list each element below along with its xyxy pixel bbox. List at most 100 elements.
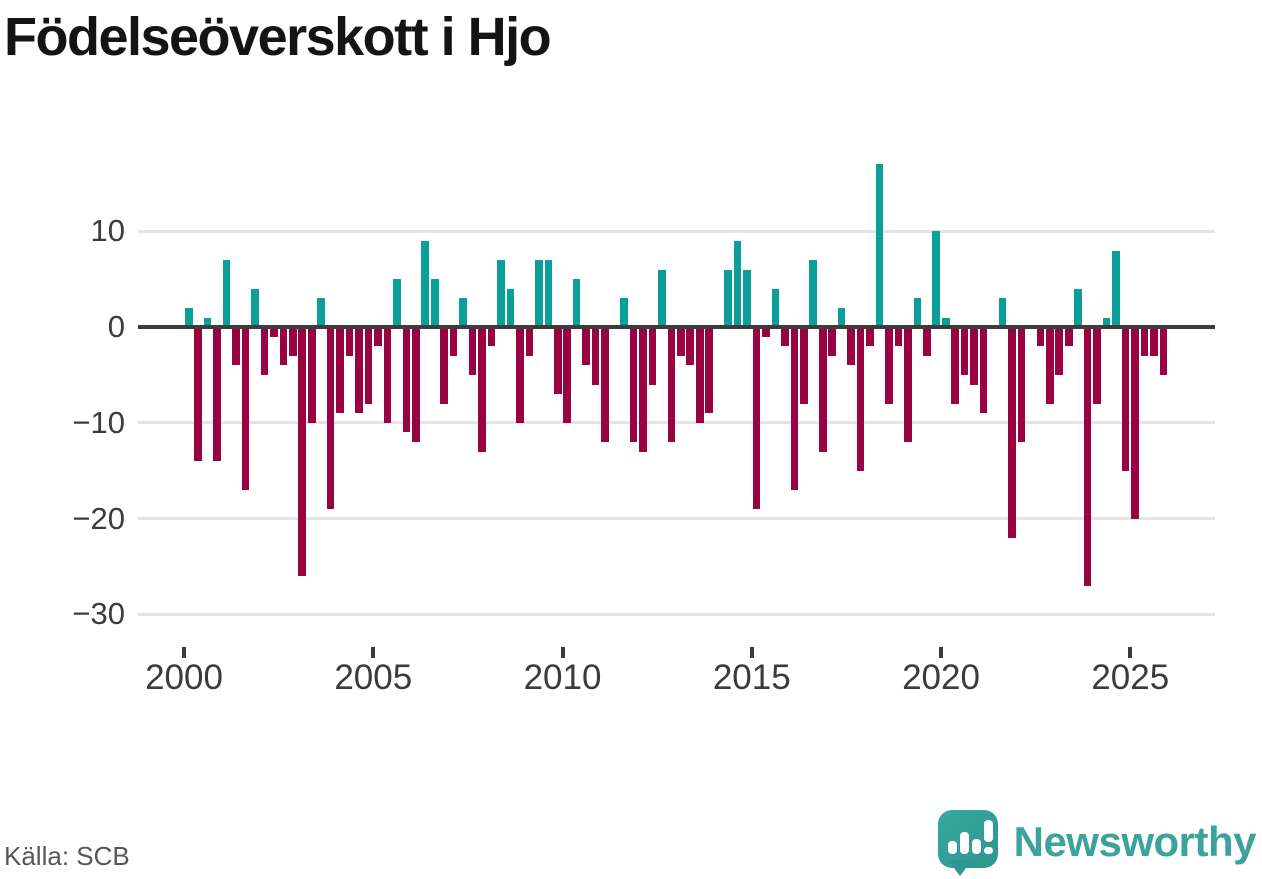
bar-2019-q3 bbox=[923, 327, 931, 356]
bar-2021-q3 bbox=[998, 298, 1007, 328]
bar-2009-q4 bbox=[553, 327, 562, 395]
bar-2023-q3 bbox=[1074, 288, 1083, 328]
newsworthy-logo-icon bbox=[937, 808, 1000, 876]
bar-2019-q1 bbox=[904, 327, 912, 443]
gridline-y--20 bbox=[138, 517, 1215, 521]
bar-2024-q4 bbox=[1121, 327, 1130, 471]
chart-title: Födelseöverskott i Hjo bbox=[4, 7, 552, 67]
bar-2023-q2 bbox=[1064, 327, 1073, 347]
chart-plot-area bbox=[138, 150, 1215, 645]
y-tick-label--20: −20 bbox=[72, 500, 125, 536]
bar-2019-q4 bbox=[932, 231, 941, 328]
bar-2001-q2 bbox=[232, 327, 240, 366]
bar-2020-q2 bbox=[951, 327, 959, 404]
bar-2000-q1 bbox=[184, 307, 193, 328]
bar-2003-q1 bbox=[298, 327, 307, 577]
bar-2023-q1 bbox=[1055, 327, 1064, 375]
exclamation-dot-icon bbox=[983, 847, 993, 854]
source-label: Källa: SCB bbox=[4, 841, 130, 871]
bar-2015-q3 bbox=[771, 288, 780, 328]
x-tick-2005 bbox=[371, 647, 376, 658]
bar-2025-q2 bbox=[1140, 327, 1149, 356]
bar-2004-q3 bbox=[355, 327, 363, 414]
newsworthy-wordmark: Newsworthy bbox=[1013, 818, 1257, 865]
speech-bubble-tail bbox=[947, 860, 972, 876]
bar-2002-q3 bbox=[279, 327, 288, 366]
bar-2002-q1 bbox=[260, 327, 269, 375]
bar-2010-q1 bbox=[563, 327, 572, 423]
x-tick-label-2005: 2005 bbox=[334, 658, 413, 697]
x-tick-2015 bbox=[749, 647, 754, 658]
bar-2009-q2 bbox=[535, 260, 543, 328]
bar-chart-icon-bar bbox=[959, 832, 969, 854]
bar-2018-q3 bbox=[885, 327, 893, 404]
bar-2024-q3 bbox=[1112, 250, 1120, 328]
bar-2008-q2 bbox=[497, 260, 505, 328]
bar-2015-q1 bbox=[752, 327, 761, 510]
bar-2012-q1 bbox=[639, 327, 647, 452]
bar-2013-q3 bbox=[695, 327, 704, 423]
bar-2015-q4 bbox=[781, 327, 789, 347]
bar-2001-q4 bbox=[251, 288, 259, 328]
bar-2006-q4 bbox=[440, 327, 449, 404]
bar-2007-q1 bbox=[449, 327, 458, 356]
exclamation-icon bbox=[983, 820, 993, 842]
bar-2020-q3 bbox=[960, 327, 969, 375]
bar-2001-q1 bbox=[222, 260, 231, 328]
bar-2000-q2 bbox=[194, 327, 202, 462]
bar-2005-q4 bbox=[402, 327, 411, 433]
bar-2016-q2 bbox=[800, 327, 808, 404]
bar-2010-q2 bbox=[572, 279, 581, 328]
x-tick-label-2015: 2015 bbox=[712, 658, 791, 697]
bar-2024-q2 bbox=[1102, 317, 1111, 328]
gridline-y--30 bbox=[138, 612, 1215, 616]
bar-2010-q3 bbox=[582, 327, 590, 366]
x-tick-label-2020: 2020 bbox=[902, 658, 980, 697]
bar-2016-q4 bbox=[818, 327, 827, 452]
bar-2018-q1 bbox=[866, 327, 874, 347]
x-tick-label-2025: 2025 bbox=[1091, 658, 1170, 697]
bar-2011-q1 bbox=[601, 327, 609, 443]
bar-2024-q1 bbox=[1093, 327, 1101, 404]
bar-2011-q4 bbox=[629, 327, 638, 443]
bar-2016-q1 bbox=[790, 327, 799, 490]
bar-2012-q3 bbox=[658, 269, 666, 328]
bar-2021-q4 bbox=[1008, 327, 1016, 538]
bar-2008-q4 bbox=[516, 327, 524, 423]
bar-2000-q4 bbox=[213, 327, 221, 462]
bar-2016-q3 bbox=[809, 260, 818, 328]
x-tick-2000 bbox=[182, 647, 186, 658]
bar-2005-q3 bbox=[393, 279, 401, 328]
bar-2006-q2 bbox=[421, 240, 430, 328]
bar-chart-icon-bar bbox=[971, 839, 981, 854]
bar-2020-q1 bbox=[941, 317, 950, 328]
bar-2025-q4 bbox=[1159, 327, 1168, 375]
y-tick-label--30: −30 bbox=[72, 596, 125, 632]
bar-2002-q4 bbox=[289, 327, 297, 356]
bar-2022-q4 bbox=[1046, 327, 1054, 404]
bar-2014-q2 bbox=[724, 269, 732, 328]
bar-2017-q4 bbox=[856, 327, 865, 471]
bar-2003-q3 bbox=[317, 298, 325, 328]
bar-2011-q3 bbox=[620, 298, 628, 328]
gridline-y-10 bbox=[138, 229, 1215, 233]
bar-2014-q4 bbox=[743, 269, 751, 328]
bar-2007-q2 bbox=[459, 298, 467, 328]
bar-2012-q4 bbox=[667, 327, 676, 443]
bar-2006-q1 bbox=[412, 327, 420, 443]
bar-2003-q2 bbox=[307, 327, 316, 423]
bar-2004-q1 bbox=[336, 327, 344, 414]
bar-2008-q3 bbox=[506, 288, 515, 328]
y-tick-label-10: 10 bbox=[90, 213, 125, 249]
x-tick-2025 bbox=[1128, 647, 1133, 658]
bar-2007-q3 bbox=[468, 327, 477, 375]
bar-2025-q3 bbox=[1150, 327, 1158, 356]
bar-2004-q2 bbox=[345, 327, 354, 356]
y-tick-label-0: 0 bbox=[107, 309, 125, 345]
bar-2009-q1 bbox=[525, 327, 534, 356]
y-tick-label--10: −10 bbox=[72, 404, 125, 440]
bar-2014-q3 bbox=[733, 240, 742, 328]
bar-2005-q1 bbox=[374, 327, 382, 347]
bar-2002-q2 bbox=[270, 327, 278, 337]
bar-2015-q2 bbox=[762, 327, 770, 337]
